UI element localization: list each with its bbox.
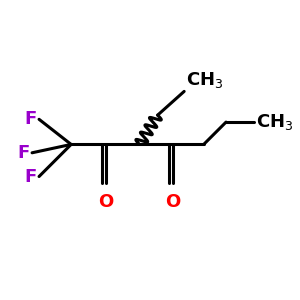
Text: CH$_3$: CH$_3$ [186,70,224,90]
Text: O: O [98,193,114,211]
Text: F: F [18,144,30,162]
Text: F: F [25,110,37,128]
Text: CH$_3$: CH$_3$ [256,112,294,132]
Text: O: O [165,193,181,211]
Text: F: F [25,167,37,185]
